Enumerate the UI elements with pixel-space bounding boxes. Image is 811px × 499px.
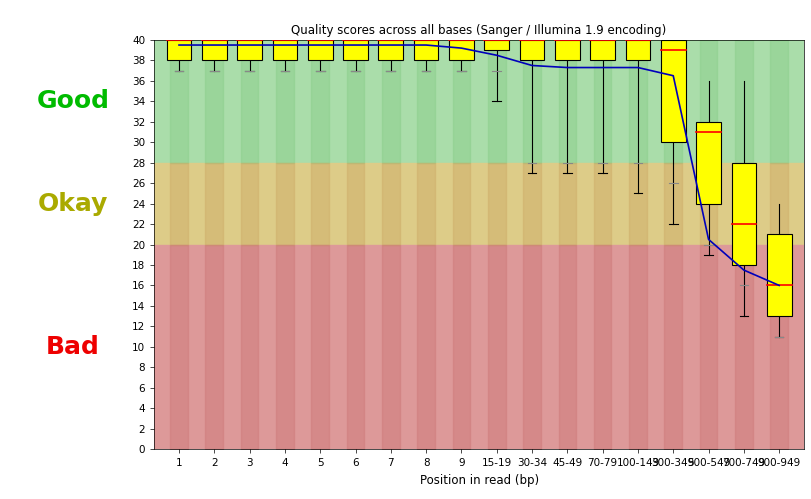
Bar — [414, 40, 438, 60]
Bar — [695, 122, 720, 204]
Bar — [343, 40, 367, 60]
Text: Bad: Bad — [46, 335, 100, 359]
Text: Okay: Okay — [38, 192, 108, 216]
Text: Good: Good — [36, 89, 109, 113]
Bar — [378, 40, 403, 60]
Bar — [484, 40, 508, 50]
Bar — [731, 163, 755, 265]
Bar — [766, 235, 791, 316]
Bar — [448, 40, 473, 60]
Bar — [272, 40, 297, 60]
Bar — [154, 40, 803, 163]
Bar — [154, 245, 803, 449]
Bar — [237, 40, 262, 60]
Bar — [202, 40, 226, 60]
Bar — [624, 40, 650, 60]
Bar — [660, 40, 684, 142]
X-axis label: Position in read (bp): Position in read (bp) — [419, 474, 538, 487]
Bar — [519, 40, 543, 60]
Bar — [590, 40, 614, 60]
Title: Quality scores across all bases (Sanger / Illumina 1.9 encoding): Quality scores across all bases (Sanger … — [291, 24, 666, 37]
Bar — [154, 163, 803, 245]
Bar — [307, 40, 333, 60]
Bar — [554, 40, 579, 60]
Bar — [166, 40, 191, 60]
